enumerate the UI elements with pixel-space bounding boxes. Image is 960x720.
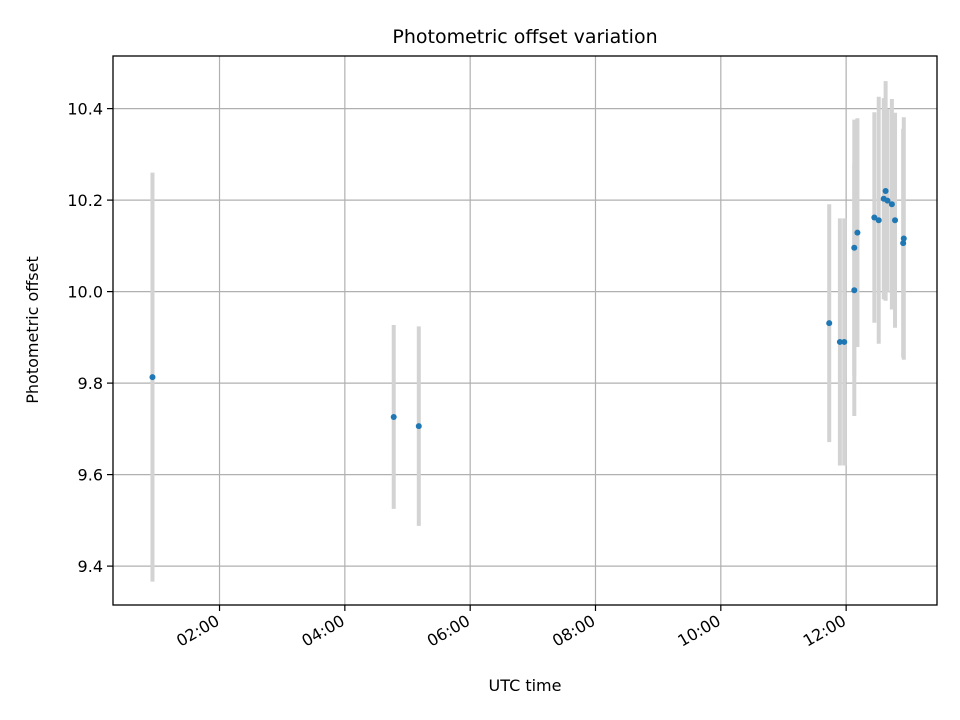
y-axis-title: Photometric offset — [23, 256, 42, 404]
y-tick-label: 9.4 — [78, 557, 103, 576]
plot-frame — [112, 55, 938, 606]
data-point — [390, 413, 397, 420]
x-tick-label: 12:00 — [800, 611, 849, 651]
data-point — [415, 423, 422, 430]
x-tick-label: 10:00 — [674, 611, 723, 651]
data-point — [888, 201, 895, 208]
data-point — [892, 217, 899, 224]
y-tick-label: 10.2 — [67, 191, 103, 210]
error-bars — [150, 81, 906, 582]
data-point — [900, 235, 907, 242]
y-tick-label: 9.8 — [78, 374, 103, 393]
data-point — [871, 214, 878, 221]
chart-title: Photometric offset variation — [392, 26, 657, 48]
y-tick-label: 10.4 — [67, 100, 103, 119]
data-point — [851, 287, 858, 294]
data-points — [149, 187, 907, 430]
data-point — [826, 320, 833, 327]
x-tick-label: 04:00 — [298, 611, 347, 651]
x-axis-title: UTC time — [489, 676, 562, 695]
data-point — [841, 338, 848, 345]
y-tick-label: 10.0 — [67, 283, 103, 302]
x-axis-ticks: 02:00 04:00 06:00 08:00 10:00 12:00 — [173, 605, 849, 651]
data-point — [854, 229, 861, 236]
y-tick-label: 9.6 — [78, 466, 103, 485]
data-point — [882, 187, 889, 194]
data-point — [149, 374, 156, 381]
x-tick-label: 06:00 — [424, 611, 473, 651]
x-tick-label: 02:00 — [173, 611, 222, 651]
y-axis-ticks: 9.4 9.6 9.8 10.0 10.2 10.4 — [67, 100, 113, 576]
x-tick-label: 08:00 — [549, 611, 598, 651]
data-point — [875, 217, 882, 224]
data-point — [884, 197, 891, 204]
data-point — [836, 338, 843, 345]
grid — [113, 56, 937, 605]
data-point — [900, 240, 907, 247]
data-point — [851, 244, 858, 251]
